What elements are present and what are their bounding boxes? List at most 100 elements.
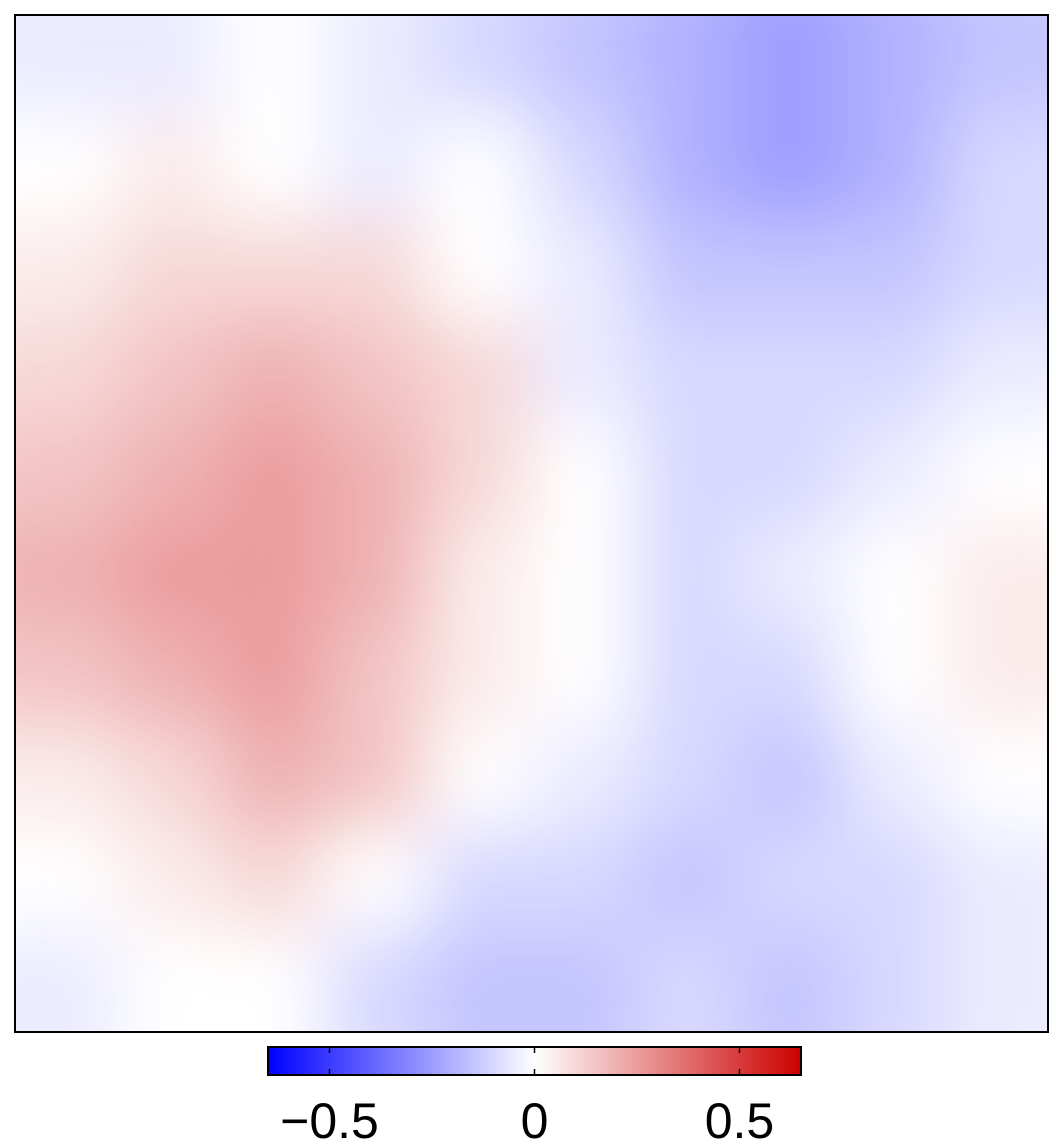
cell [15, 930, 120, 1032]
cell [15, 421, 120, 525]
cell [944, 15, 1048, 118]
cell [531, 218, 636, 322]
cell [634, 828, 740, 932]
cell [531, 15, 636, 118]
cell [841, 523, 946, 627]
cell [428, 930, 533, 1032]
cell [118, 625, 223, 728]
cell [15, 625, 120, 728]
cell [428, 15, 533, 118]
cell [634, 320, 740, 423]
cell [324, 218, 430, 322]
cell [634, 625, 740, 728]
cell [324, 828, 430, 932]
cell [118, 421, 223, 525]
cell [738, 15, 843, 118]
cell [634, 421, 740, 525]
cell [531, 828, 636, 932]
cell [221, 320, 326, 423]
cell [944, 828, 1048, 932]
cell [738, 421, 843, 525]
cell [118, 828, 223, 932]
cell [634, 218, 740, 322]
cell [531, 625, 636, 728]
cell [221, 15, 326, 118]
cell [841, 625, 946, 728]
cell [428, 726, 533, 830]
cell [944, 726, 1048, 830]
cell [221, 625, 326, 728]
cell [324, 930, 430, 1032]
cell [738, 218, 843, 322]
cell [634, 116, 740, 220]
cell [428, 421, 533, 525]
cell [324, 523, 430, 627]
cell [324, 625, 430, 728]
cell [428, 116, 533, 220]
cell [944, 625, 1048, 728]
cell [428, 320, 533, 423]
cell [841, 218, 946, 322]
cell [944, 116, 1048, 220]
cell [324, 726, 430, 830]
cell [634, 523, 740, 627]
cell [841, 828, 946, 932]
cell [221, 421, 326, 525]
cell [841, 421, 946, 525]
cell [118, 15, 223, 118]
cell [531, 930, 636, 1032]
cell [944, 421, 1048, 525]
colorbar-tick-label: 0.5 [705, 1093, 775, 1145]
cell [221, 523, 326, 627]
colorbar-tick-label: 0 [521, 1093, 549, 1145]
cell [221, 726, 326, 830]
cells [15, 15, 1048, 1032]
cell [15, 218, 120, 322]
cell [324, 320, 430, 423]
cell [531, 726, 636, 830]
cell [841, 116, 946, 220]
cell [944, 320, 1048, 423]
cell [738, 726, 843, 830]
cell [738, 625, 843, 728]
cell [15, 15, 120, 118]
cell [15, 320, 120, 423]
cell [738, 930, 843, 1032]
cell [738, 320, 843, 423]
cell [531, 116, 636, 220]
cell [15, 116, 120, 220]
cell [531, 523, 636, 627]
cell [428, 218, 533, 322]
cell [428, 523, 533, 627]
cell [324, 15, 430, 118]
cell [221, 930, 326, 1032]
cell [428, 828, 533, 932]
field [15, 15, 1048, 1032]
cell [841, 726, 946, 830]
plot-frame [14, 14, 1049, 1033]
cell [15, 523, 120, 627]
cell [118, 523, 223, 627]
cell [118, 218, 223, 322]
cell [634, 930, 740, 1032]
cell [841, 930, 946, 1032]
cell [221, 828, 326, 932]
cell [221, 116, 326, 220]
cell [324, 421, 430, 525]
cell [324, 116, 430, 220]
cell [118, 726, 223, 830]
colorbar-tick-label: −0.5 [280, 1093, 379, 1145]
cell [428, 625, 533, 728]
cell [944, 523, 1048, 627]
cell [221, 218, 326, 322]
cell [841, 320, 946, 423]
cell [15, 828, 120, 932]
cell [944, 218, 1048, 322]
cell [118, 116, 223, 220]
cell [738, 523, 843, 627]
cell [841, 15, 946, 118]
cell [634, 15, 740, 118]
cell [531, 421, 636, 525]
